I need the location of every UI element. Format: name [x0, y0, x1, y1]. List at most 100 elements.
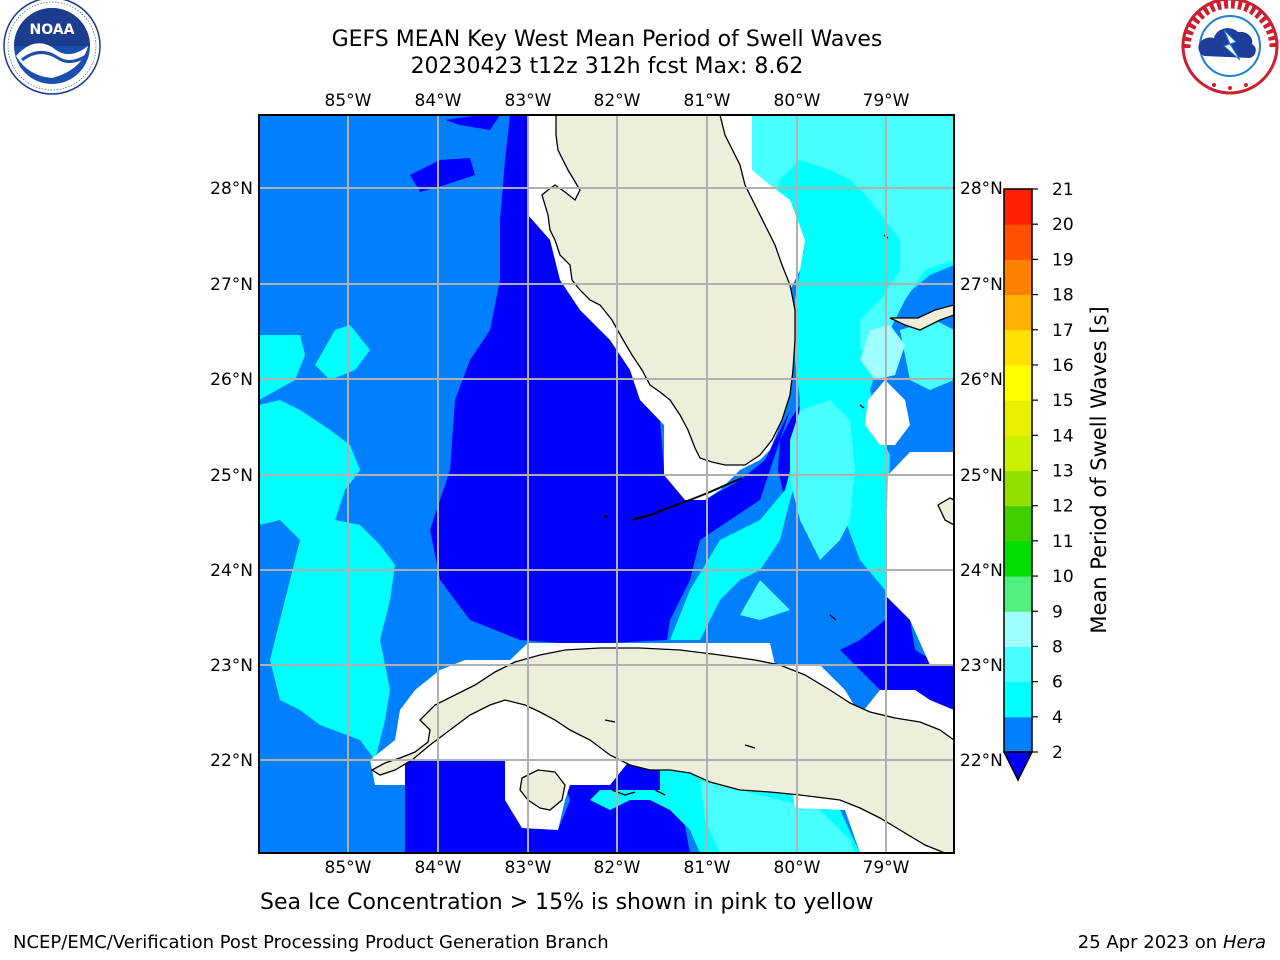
footer-host: Hera: [1222, 932, 1266, 953]
colorbar-under-triangle: [1002, 751, 1034, 782]
swell-field-4-6s-west: [259, 400, 395, 760]
colorbar-segment: [1004, 681, 1032, 718]
colorbar-tick-label: 17: [1052, 321, 1074, 341]
map-frame: [258, 114, 955, 854]
noaa-logo: NOAA: [3, 0, 101, 95]
colorbar-tick-label: 10: [1052, 567, 1074, 587]
lat-label: 22°N: [210, 751, 253, 771]
colorbar-segment: [1004, 435, 1032, 471]
swell-field-under-2s-north: [410, 115, 500, 192]
lon-label: 81°W: [684, 91, 731, 111]
colorbar-segment: [1004, 189, 1032, 225]
swell-field-under-2s: [259, 115, 790, 853]
noaa-logo-text: NOAA: [30, 22, 75, 38]
graticule: [259, 115, 954, 853]
swell-field-6-8s-east: [752, 115, 954, 350]
colorbar-tick-label: 19: [1052, 250, 1074, 270]
footer-date: 25 Apr 2023 on Hera: [1078, 932, 1266, 953]
swell-field-8-9s: [860, 325, 905, 380]
colorbar-segment: [1004, 611, 1032, 647]
land-isla-juventud: [519, 769, 566, 811]
lon-label: 80°W: [774, 91, 821, 111]
swell-field-6-8s-east-b: [740, 135, 954, 620]
colorbar-segment: [1004, 364, 1032, 401]
colorbar-tick-label: 21: [1052, 180, 1074, 200]
swell-field-under-2s-east: [778, 405, 954, 720]
map-title: GEFS MEAN Key West Mean Period of Swell …: [331, 27, 883, 52]
colorbar-segment: [1004, 470, 1032, 507]
lon-label: 79°W: [863, 91, 910, 111]
lon-label: 82°W: [594, 858, 641, 878]
lat-label: 22°N: [960, 751, 1003, 771]
footer-credit: NCEP/EMC/Verification Post Processing Pr…: [13, 932, 609, 953]
florida-keys: [603, 477, 743, 521]
colorbar-tick-label: 4: [1052, 708, 1063, 728]
lat-label: 27°N: [210, 275, 253, 295]
cuba-coast-islands: [604, 234, 889, 796]
lat-labels-left: 28°N 27°N 26°N 25°N 24°N 23°N 22°N: [210, 179, 253, 771]
colorbar-segment: [1004, 716, 1032, 753]
footer-date-text: 25 Apr 2023 on: [1077, 932, 1218, 953]
nws-logo: [1181, 0, 1279, 95]
colorbar-segment: [1004, 294, 1032, 331]
lon-labels-bottom: 85°W 84°W 83°W 82°W 81°W 80°W 79°W: [325, 858, 910, 878]
colorbar-tick-label: 16: [1052, 356, 1074, 376]
colorbar-tick-label: 18: [1052, 286, 1074, 306]
land-cuba: [370, 647, 954, 853]
colorbar-segment: [1004, 505, 1032, 542]
lat-label: 24°N: [210, 561, 253, 581]
colorbar-tick-label: 14: [1052, 426, 1074, 446]
lon-label: 83°W: [505, 858, 552, 878]
colorbar-segment: [1004, 646, 1032, 683]
lat-label: 28°N: [960, 179, 1003, 199]
lat-label: 25°N: [960, 466, 1003, 486]
colorbar-tick-label: 6: [1052, 673, 1063, 693]
colorbar-tick-label: 20: [1052, 215, 1074, 235]
lat-labels-right: 28°N 27°N 26°N 25°N 24°N 23°N 22°N: [960, 179, 1003, 771]
swell-field-under-2s-south: [405, 760, 690, 853]
map-subtitle: 20230423 t12z 312h fcst Max: 8.62: [410, 54, 804, 79]
colorbar-ticks: 2 4 6 8 9 10 11 12 13 14 15 16 17 18 19 20 21: [1032, 180, 1074, 763]
no-data-mask-east-island: [865, 380, 954, 665]
colorbar-tick-label: 12: [1052, 497, 1074, 517]
lon-label: 85°W: [325, 91, 372, 111]
lon-label: 84°W: [415, 91, 462, 111]
lat-label: 26°N: [210, 370, 253, 390]
colorbar-tick-label: 8: [1052, 637, 1063, 657]
lon-label: 83°W: [505, 91, 552, 111]
colorbar-segment: [1004, 576, 1032, 612]
sea-ice-note: Sea Ice Concentration > 15% is shown in …: [260, 890, 874, 915]
colorbar-segment: [1004, 224, 1032, 260]
lon-labels-top: 85°W 84°W 83°W 82°W 81°W 80°W 79°W: [325, 91, 910, 111]
lat-label: 24°N: [960, 561, 1003, 581]
colorbar-tick-label: 15: [1052, 391, 1074, 411]
lon-label: 82°W: [594, 91, 641, 111]
lat-label: 26°N: [960, 370, 1003, 390]
colorbar-tick-label: 9: [1052, 602, 1063, 622]
colorbar-tick-label: 11: [1052, 532, 1074, 552]
lat-label: 28°N: [210, 179, 253, 199]
lat-label: 27°N: [960, 275, 1003, 295]
swell-field-4-6s-west-b: [259, 325, 370, 400]
colorbar-tick-label: 13: [1052, 462, 1074, 482]
lon-label: 84°W: [415, 858, 462, 878]
swell-field-6-8s-south: [700, 780, 855, 853]
colorbar-label: Mean Period of Swell Waves [s]: [1087, 306, 1111, 633]
land-florida: [541, 115, 796, 466]
colorbar: 2 4 6 8 9 10 11 12 13 14 15 16 17 18 19 20 21 Mean Perio…: [1002, 180, 1111, 782]
lat-label: 23°N: [210, 656, 253, 676]
colorbar-segments: [1004, 189, 1032, 753]
colorbar-segment: [1004, 400, 1032, 436]
colorbar-segment: [1004, 259, 1032, 296]
lat-label: 25°N: [210, 466, 253, 486]
lon-label: 79°W: [863, 858, 910, 878]
colorbar-tick-label: 2: [1052, 743, 1063, 763]
lon-label: 85°W: [325, 858, 372, 878]
lon-label: 80°W: [774, 858, 821, 878]
land-bahamas-b: [937, 497, 954, 526]
colorbar-segment: [1004, 329, 1032, 366]
swell-field-4-6s-east: [670, 115, 954, 640]
lon-label: 81°W: [684, 858, 731, 878]
lat-label: 23°N: [960, 656, 1003, 676]
